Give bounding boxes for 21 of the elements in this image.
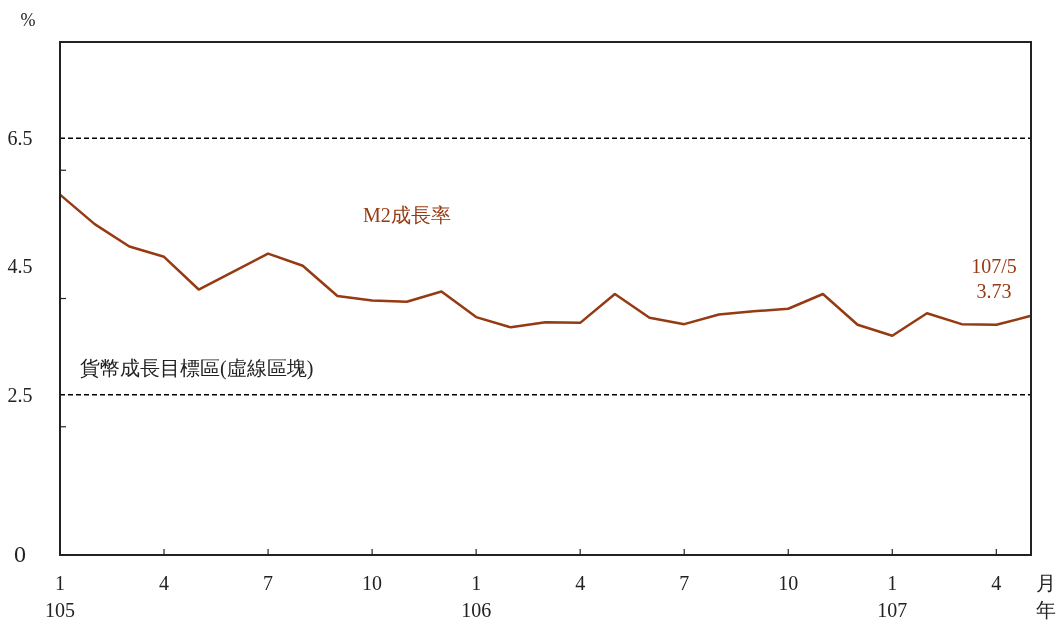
data-label: 3.73: [976, 279, 1012, 302]
y-tick-label: 4.5: [7, 255, 33, 278]
x-tick-label: 1 105: [45, 572, 75, 621]
annotation: 107/5: [971, 254, 1017, 277]
x-tick-label: 10: [778, 572, 799, 594]
y-axis-title: %: [20, 10, 36, 30]
x-tick-label: 4: [991, 572, 1002, 594]
x-tick-label: 4: [159, 572, 170, 594]
x-tick-label: 4: [575, 572, 586, 594]
x-axis-title: 月年: [1036, 572, 1056, 621]
y-tick-label: 2.5: [7, 383, 33, 406]
x-tick-label: 1 107: [877, 572, 908, 621]
annotation: 貨幣成長目標區(虛線區塊): [80, 357, 314, 380]
text: M2成長率: [362, 203, 451, 226]
x-tick-label: 1 106: [461, 572, 492, 621]
x-tick-label: 10: [362, 572, 383, 594]
y-tick-label: 6.5: [7, 127, 33, 150]
y-tick-label: 0: [14, 541, 26, 567]
x-tick-label: 7: [263, 572, 274, 594]
x-tick-label: 7: [679, 572, 690, 594]
line-series: [58, 193, 1033, 337]
